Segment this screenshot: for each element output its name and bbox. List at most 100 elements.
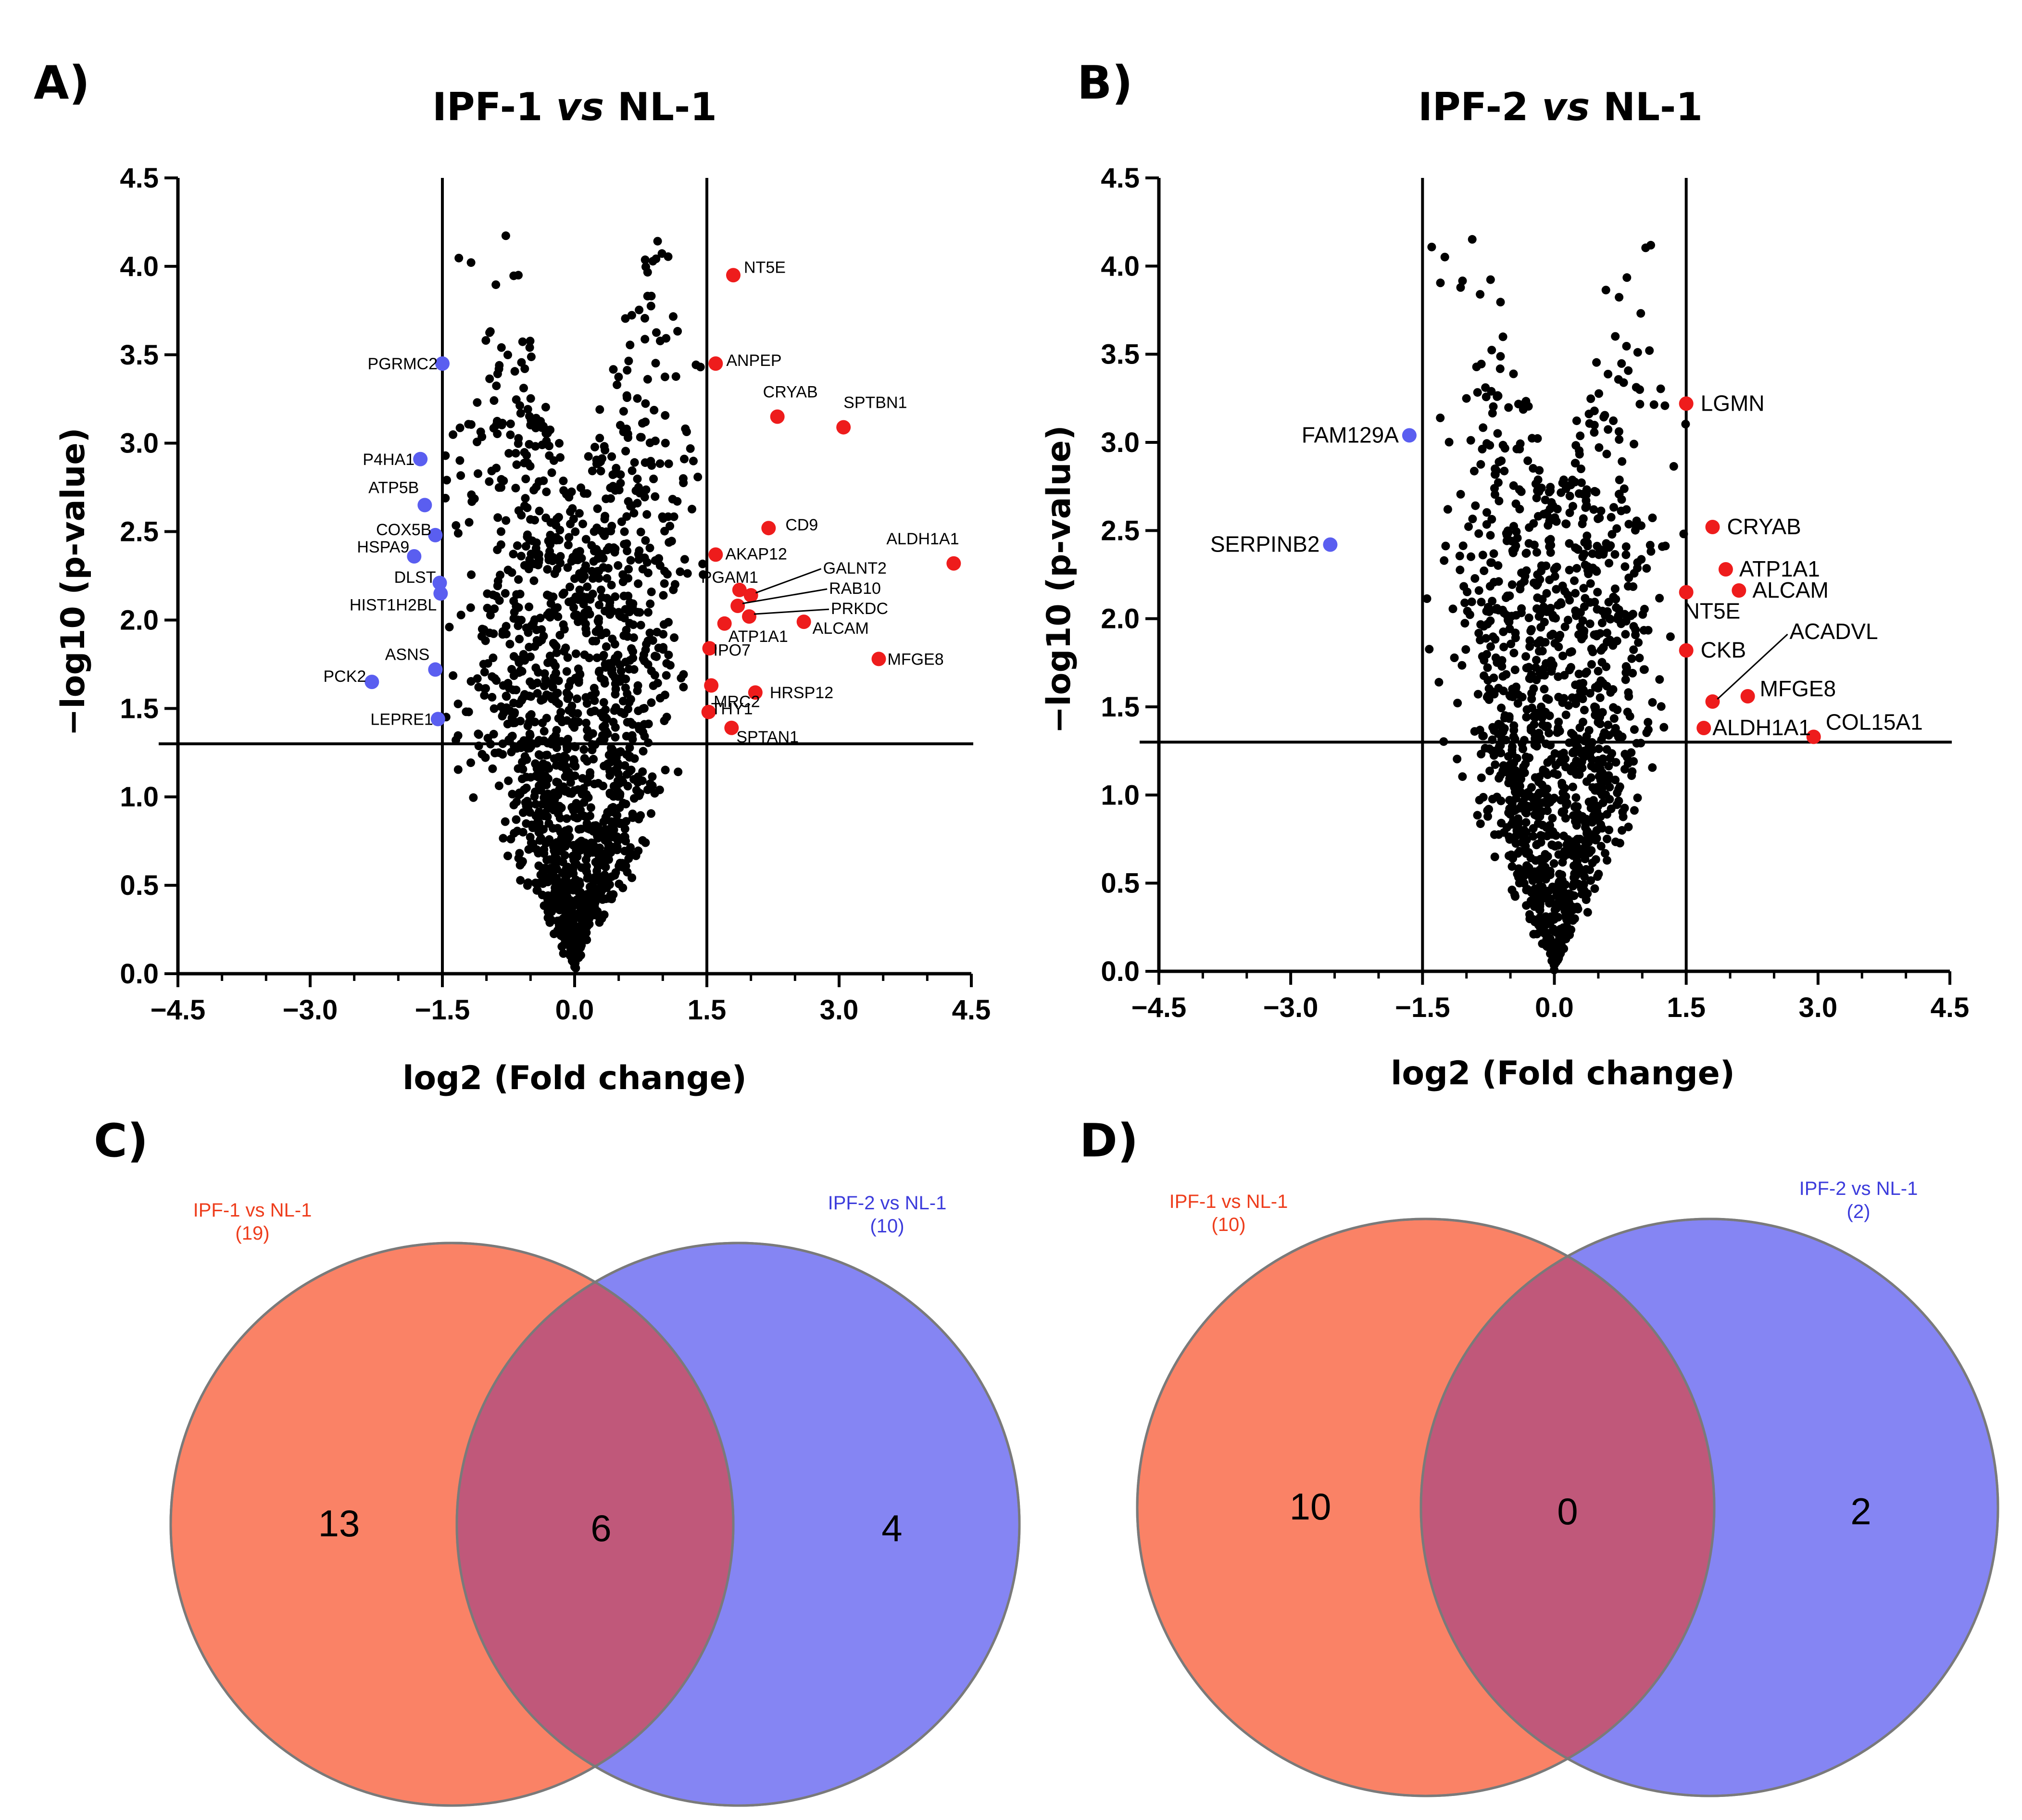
gene-label-hspa9: HSPA9 bbox=[357, 538, 409, 556]
data-point bbox=[449, 671, 458, 680]
data-point bbox=[503, 852, 512, 860]
data-point bbox=[1569, 881, 1578, 891]
data-point bbox=[546, 518, 555, 527]
data-point bbox=[633, 394, 642, 403]
data-point bbox=[1565, 596, 1574, 605]
gene-label-lgmn: LGMN bbox=[1701, 390, 1765, 415]
data-point bbox=[1499, 642, 1508, 652]
data-point bbox=[615, 779, 623, 788]
data-point bbox=[628, 813, 637, 822]
gene-label-ipo7: IPO7 bbox=[714, 641, 751, 659]
data-point bbox=[1485, 441, 1495, 450]
data-point bbox=[643, 608, 653, 617]
data-point bbox=[634, 555, 643, 564]
data-point bbox=[1635, 653, 1644, 663]
data-point bbox=[623, 429, 632, 439]
data-point bbox=[572, 814, 581, 823]
data-point bbox=[525, 440, 534, 449]
gene-label-rab10: RAB10 bbox=[829, 579, 881, 598]
y-tick-label: 0.0 bbox=[1101, 956, 1140, 987]
data-point bbox=[616, 612, 626, 621]
data-point bbox=[1527, 703, 1536, 713]
data-point bbox=[590, 442, 599, 452]
data-point bbox=[1529, 795, 1538, 804]
data-point bbox=[1473, 388, 1482, 397]
data-point bbox=[1569, 730, 1578, 740]
data-point bbox=[1521, 652, 1531, 661]
data-point bbox=[1540, 617, 1549, 627]
data-point bbox=[1586, 876, 1595, 885]
data-point bbox=[1595, 629, 1605, 638]
volcano-plot-a: −4.5 −3.0 −1.5 0.0 1.5 3.0 4.5 0.0 0.5 1.0 1.5 2.0 2… bbox=[120, 163, 991, 1026]
data-point bbox=[624, 356, 633, 365]
venn-overlap-d bbox=[1421, 1219, 1714, 1796]
gene-label-aldh1a1: ALDH1A1 bbox=[1712, 715, 1811, 740]
data-point bbox=[496, 570, 505, 579]
data-point bbox=[571, 592, 580, 602]
data-point bbox=[480, 691, 489, 700]
data-point bbox=[622, 391, 631, 400]
y-tick-label: 4.5 bbox=[120, 163, 159, 194]
data-point bbox=[562, 814, 571, 823]
data-point bbox=[599, 554, 608, 563]
data-point bbox=[1612, 636, 1621, 645]
data-point bbox=[509, 614, 518, 623]
data-point bbox=[1575, 450, 1584, 459]
data-point bbox=[548, 683, 557, 692]
panel-b: B) IPF-2 vs NL-1 −4.5 −3.0 −1.5 0.0 1.5 3.0 4.… bbox=[1040, 57, 1969, 1092]
data-point bbox=[569, 841, 578, 850]
data-point bbox=[1590, 884, 1599, 893]
data-point bbox=[1611, 595, 1620, 604]
data-point bbox=[1568, 902, 1577, 911]
data-point bbox=[531, 771, 540, 780]
data-point bbox=[541, 811, 551, 820]
data-point bbox=[517, 511, 526, 520]
data-point bbox=[537, 834, 546, 843]
data-point bbox=[1534, 920, 1543, 929]
data-point bbox=[1580, 705, 1589, 715]
data-point bbox=[623, 632, 632, 641]
data-point bbox=[1511, 499, 1520, 508]
data-point bbox=[1476, 620, 1485, 629]
data-point bbox=[1493, 392, 1502, 401]
data-point bbox=[1484, 684, 1494, 693]
data-point bbox=[598, 731, 607, 740]
data-point bbox=[1630, 806, 1639, 815]
data-point bbox=[646, 301, 655, 311]
data-point bbox=[1489, 549, 1498, 558]
data-point bbox=[1481, 744, 1490, 753]
up-point-thy1 bbox=[701, 704, 716, 719]
data-point bbox=[596, 585, 605, 594]
data-point bbox=[490, 396, 499, 405]
data-point bbox=[527, 352, 536, 362]
venn-right-only-c: 4 bbox=[881, 1507, 902, 1549]
data-point bbox=[625, 698, 634, 707]
data-point bbox=[557, 803, 566, 812]
data-point bbox=[532, 625, 541, 634]
data-point bbox=[653, 628, 662, 637]
data-point bbox=[1509, 369, 1518, 378]
data-point bbox=[680, 555, 689, 564]
data-point bbox=[575, 880, 584, 889]
up-point-sptbn1 bbox=[836, 420, 851, 435]
data-point bbox=[1623, 759, 1633, 768]
data-point bbox=[1545, 728, 1554, 738]
data-point bbox=[1515, 485, 1524, 494]
data-point bbox=[554, 714, 563, 723]
data-point bbox=[602, 642, 611, 651]
data-point bbox=[1474, 628, 1483, 638]
data-point bbox=[1563, 615, 1572, 625]
data-point bbox=[585, 771, 594, 780]
data-point bbox=[1502, 593, 1510, 602]
data-point bbox=[643, 268, 652, 277]
data-point bbox=[599, 651, 608, 660]
gene-label-acadvl: ACADVL bbox=[1790, 619, 1878, 644]
data-point bbox=[693, 473, 703, 481]
data-point bbox=[625, 743, 634, 753]
up-point-anpep bbox=[708, 356, 723, 371]
up-point-mfge8 bbox=[871, 652, 886, 666]
axes: −4.5 −3.0 −1.5 0.0 1.5 3.0 4.5 0.0 0.5 1.0 1.5 2.0 2… bbox=[120, 163, 991, 1026]
down-point-serpinb2 bbox=[1323, 537, 1338, 552]
data-point bbox=[1588, 564, 1597, 573]
data-point bbox=[1661, 541, 1670, 551]
